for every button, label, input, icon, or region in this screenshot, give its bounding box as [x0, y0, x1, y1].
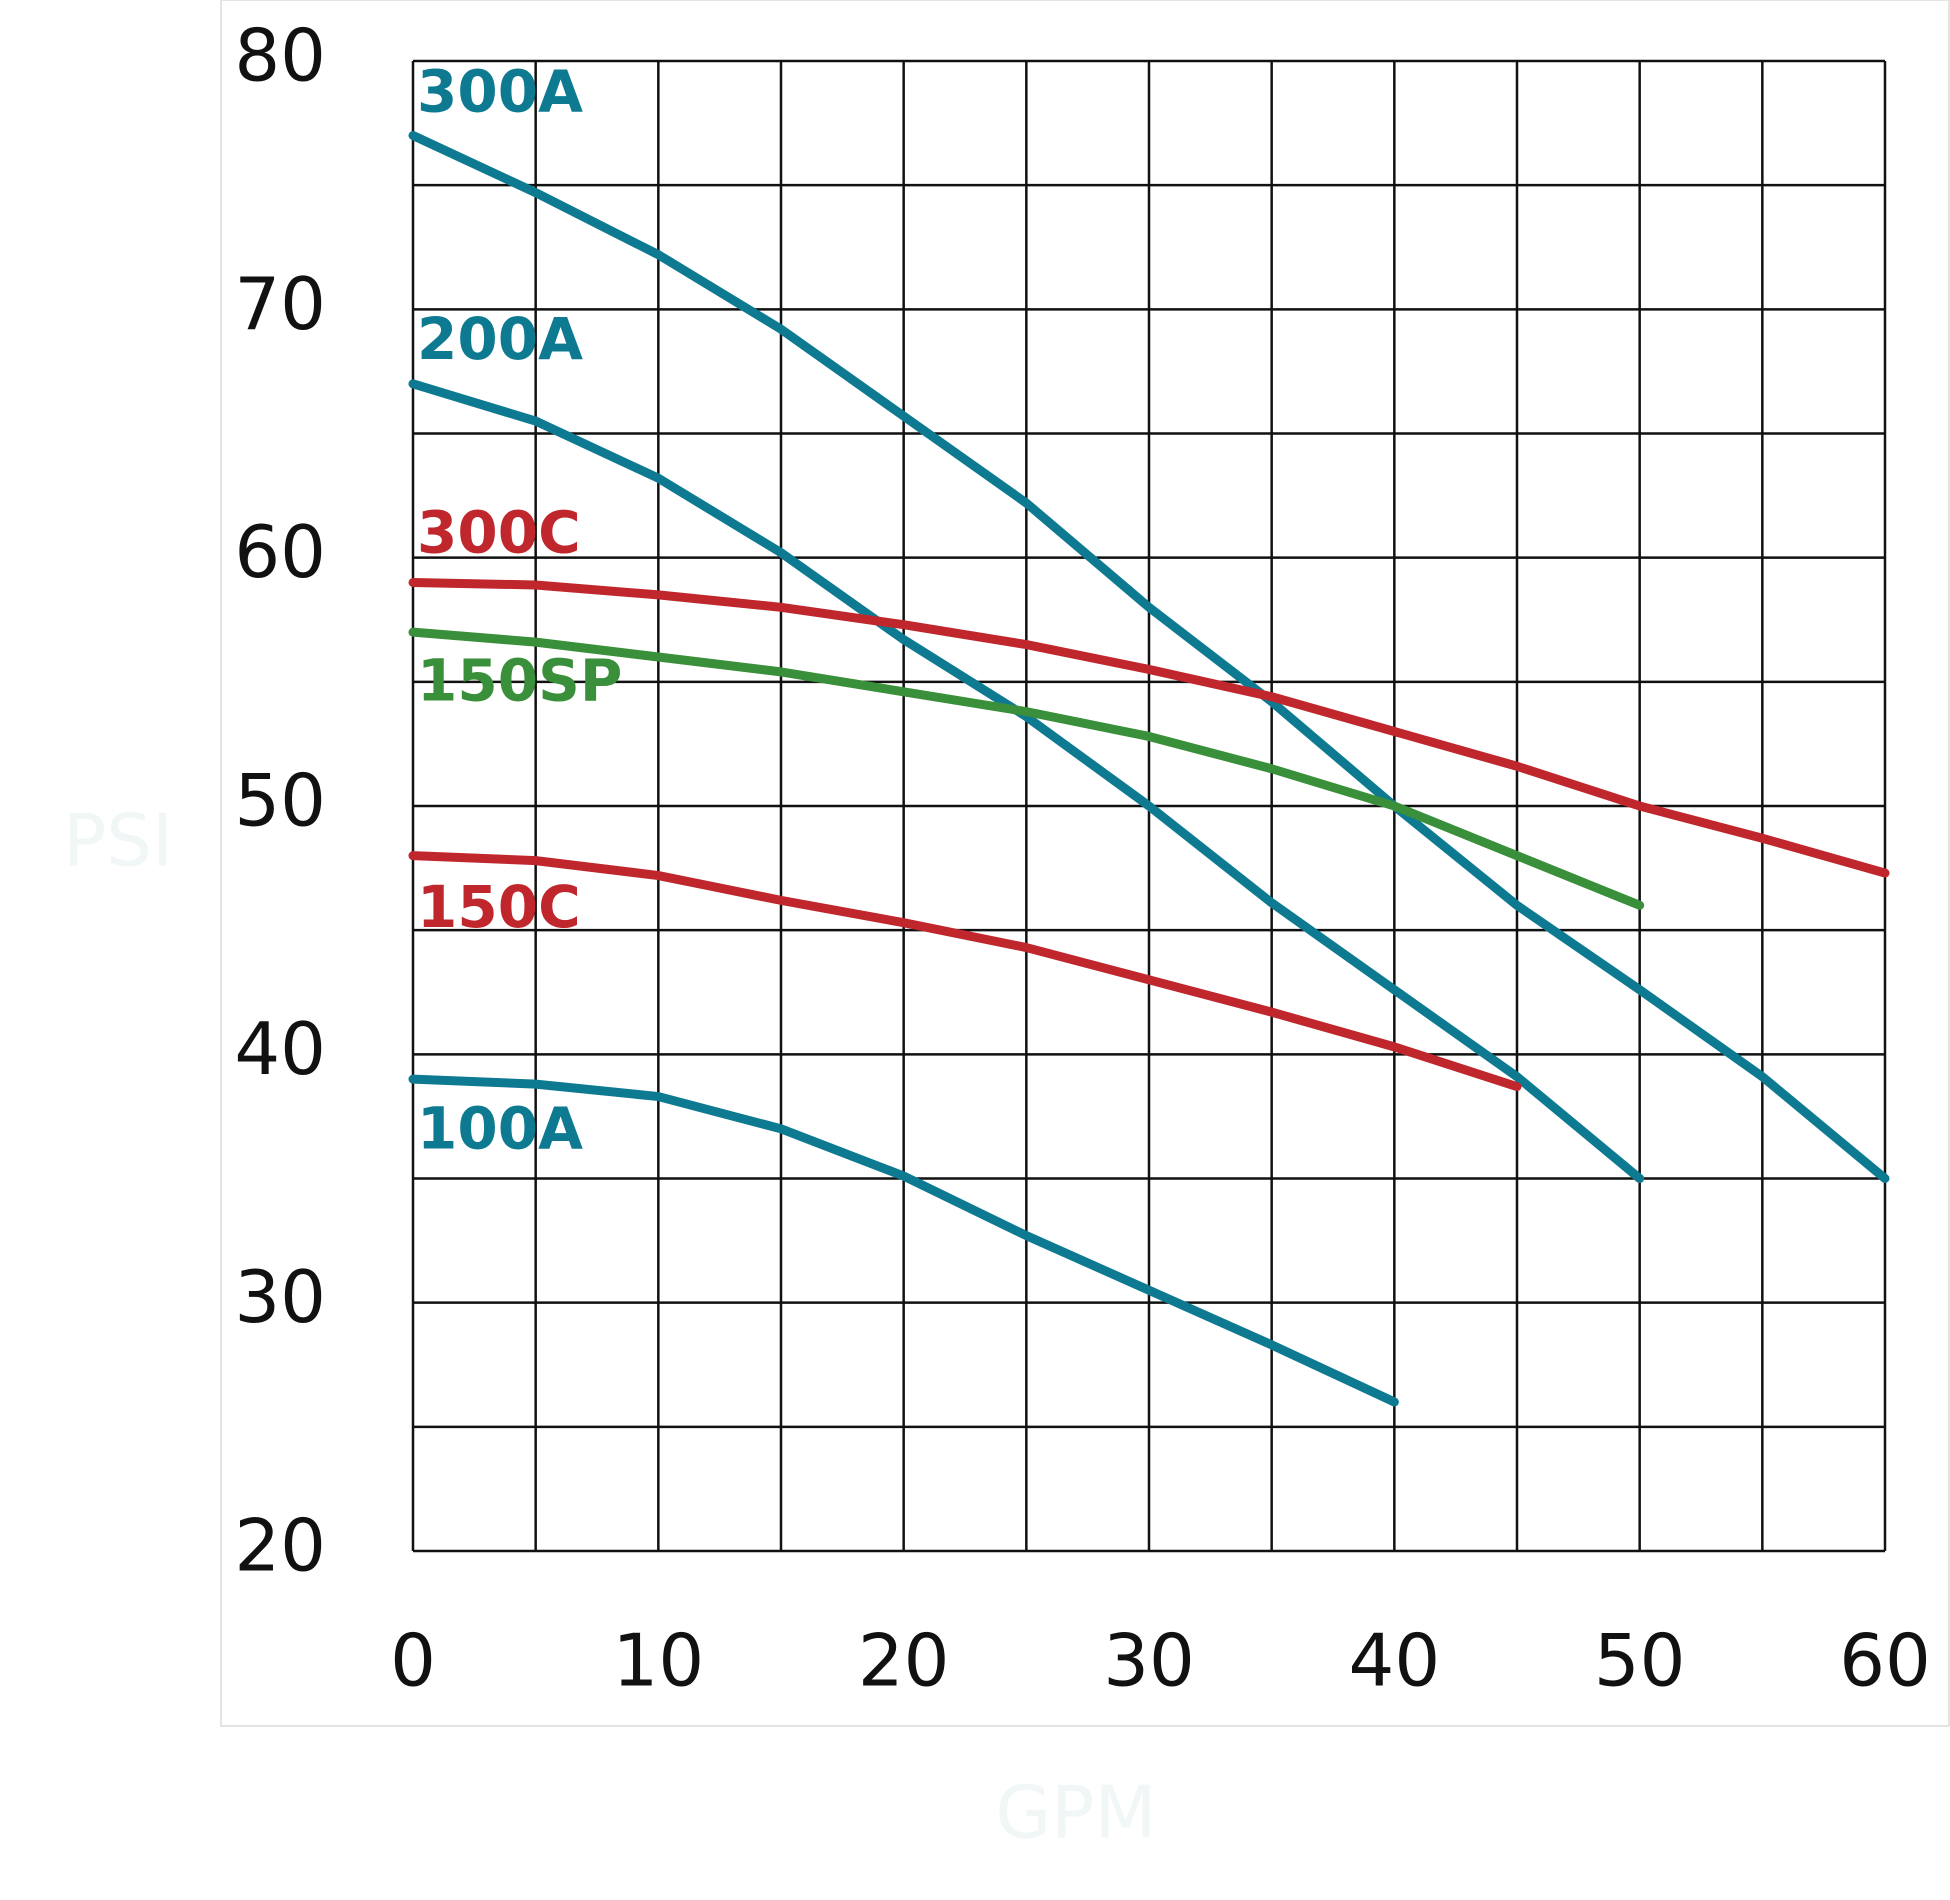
y-tick-label: 40	[234, 1007, 326, 1091]
series-label: 150SP	[417, 646, 622, 714]
x-tick-label: 30	[1103, 1619, 1195, 1703]
x-tick-label: 0	[390, 1619, 436, 1703]
x-tick-label: 60	[1839, 1619, 1931, 1703]
x-tick-label: 20	[858, 1619, 950, 1703]
x-tick-label: 10	[613, 1619, 705, 1703]
y-axis-label: PSI	[63, 799, 173, 883]
y-tick-label: 50	[234, 759, 326, 843]
series-line	[408, 851, 1522, 1092]
y-tick-label: 80	[234, 14, 326, 98]
series-label: 100A	[417, 1094, 583, 1162]
x-tick-label: 40	[1349, 1619, 1441, 1703]
y-tick-label: 60	[234, 510, 326, 594]
series-label: 150C	[417, 873, 581, 941]
series-label: 300A	[417, 58, 583, 126]
x-axis-label: GPM	[995, 1771, 1156, 1855]
series-label: 300C	[417, 499, 581, 567]
series-line	[408, 379, 1645, 1183]
series-line	[408, 1074, 1399, 1407]
series-line	[408, 578, 1890, 878]
y-tick-label: 30	[234, 1255, 326, 1339]
y-tick-label: 20	[234, 1504, 326, 1588]
y-tick-label: 70	[234, 262, 326, 346]
series-label: 200A	[417, 305, 583, 373]
series-line	[408, 627, 1645, 910]
x-tick-label: 50	[1594, 1619, 1686, 1703]
series-line	[408, 131, 1890, 1183]
chart-panel	[220, 0, 1950, 1727]
